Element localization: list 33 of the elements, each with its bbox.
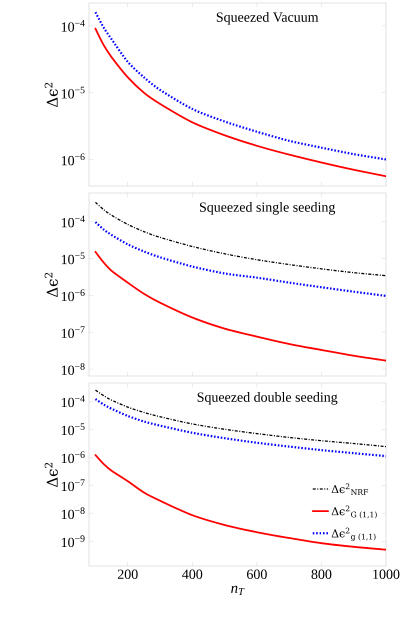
y-tick-label: 10$^{−5}$ [62,423,85,436]
line-series [94,390,386,448]
x-tick-label: 1000 [373,570,400,579]
x-tick-label: 400 [182,570,202,579]
line-series [94,11,386,161]
y-axis-title: Δϵ$^{2}$ [44,272,58,298]
x-tick-label: 600 [247,570,267,579]
y-tick-label: 10$^{−5}$ [62,86,85,99]
y-tick-label: 10$^{−6}$ [62,451,85,464]
y-tick-label: 10$^{−6}$ [62,154,85,166]
x-tick-label: 800 [312,570,332,579]
y-tick-label: 10$^{−5}$ [62,252,85,264]
text: Squeezed double seeding [198,392,338,405]
text: Squeezed single seeding [200,202,336,215]
x-tick-label: 200 [118,570,138,579]
y-axis-title: Δϵ$^{2}$ [44,82,58,108]
line-series [94,221,386,298]
y-tick-label: 10$^{−9}$ [62,535,85,548]
y-tick-label: 10$^{−7}$ [62,326,85,338]
text: Squeezed Vacuum [216,12,318,25]
y-tick-label: 10$^{−8}$ [62,507,85,520]
y-axis-title: Δϵ$^{2}$ [44,462,58,488]
y-tick-label: 10$^{−4}$ [62,395,85,408]
y-tick-label: 10$^{−4}$ [62,20,85,32]
line-series [94,250,386,362]
y-tick-label: 10$^{−6}$ [62,289,85,302]
y-tick-label: 10$^{−4}$ [62,216,85,228]
line-series [94,28,386,178]
line-series [94,454,386,551]
x-axis-title: n$_{T}$ [231,586,245,595]
y-tick-label: 10$^{−7}$ [62,479,85,492]
line-series [94,202,386,276]
y-tick-label: 10$^{−8}$ [62,363,85,376]
